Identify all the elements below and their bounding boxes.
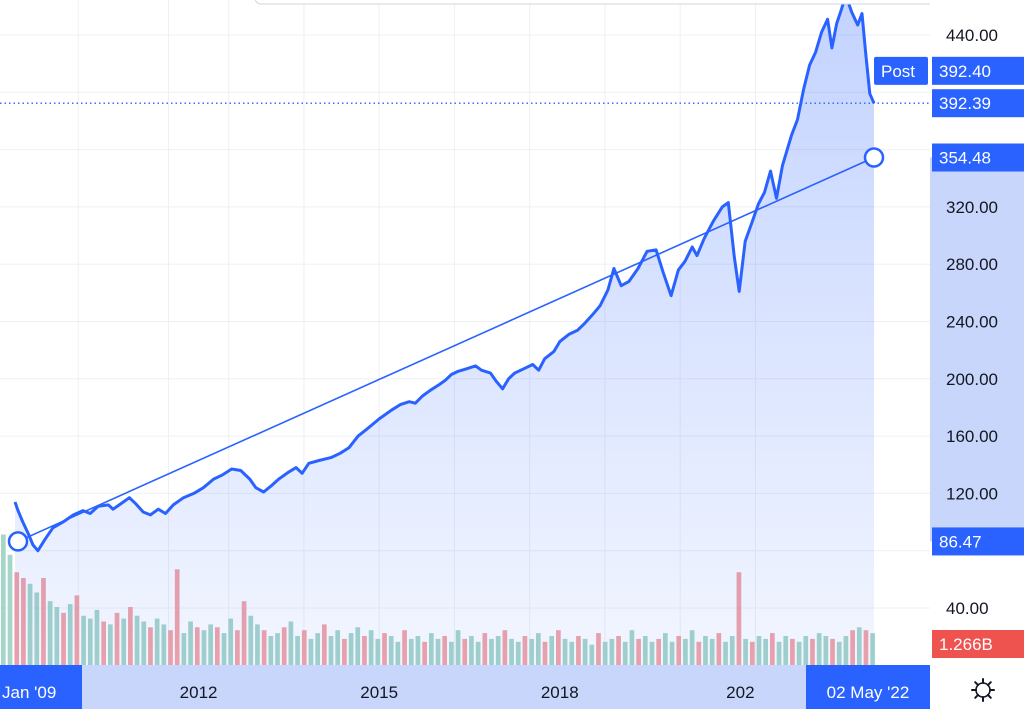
current-price-label: 392.39 bbox=[932, 89, 1024, 118]
trend-start-label: 86.47 bbox=[932, 527, 1024, 556]
price-tick-label: 160.00 bbox=[946, 427, 998, 446]
trend-range-band bbox=[930, 157, 1024, 542]
current-price-badge-background bbox=[932, 89, 1024, 118]
trend-end-label: 354.48 bbox=[932, 143, 1024, 172]
price-tick-label: 120.00 bbox=[946, 484, 998, 503]
post-tag-label: Post bbox=[881, 62, 915, 81]
gear-tooth bbox=[986, 681, 992, 687]
time-tick-2015: 2015 bbox=[360, 683, 398, 702]
price-line bbox=[13, 0, 876, 553]
volume-badge-background bbox=[932, 630, 1024, 658]
price-tick-label: 320.00 bbox=[946, 198, 998, 217]
trend-end-badge-background bbox=[932, 143, 1024, 172]
time-tick-2021-clipped: 202 bbox=[726, 683, 754, 702]
current-price-badge: 392.39 bbox=[939, 94, 991, 113]
volume-label: 1.266B bbox=[932, 630, 1024, 658]
volume-badge: 1.266B bbox=[939, 635, 993, 654]
time-end-badge-background bbox=[806, 665, 930, 709]
time-range-band bbox=[0, 665, 874, 709]
gear-tooth bbox=[974, 681, 980, 687]
price-tick-label: 200.00 bbox=[946, 370, 998, 389]
trend-end-badge: 354.48 bbox=[939, 149, 991, 168]
post-tag-background bbox=[874, 56, 928, 85]
price-tick-label: 40.00 bbox=[946, 599, 989, 618]
gear-tooth bbox=[986, 693, 992, 699]
toolbar-panel bbox=[254, 0, 991, 5]
time-tick-2012: 2012 bbox=[180, 683, 218, 702]
time-scale[interactable]: 2012 2015 2018 202 Jan '09 02 May '22 bbox=[0, 665, 1024, 710]
time-end-badge: 02 May '22 bbox=[827, 683, 910, 702]
price-area-fill bbox=[14, 0, 874, 665]
top-toolbar-edge bbox=[254, 0, 991, 5]
trend-line-end-handle[interactable] bbox=[863, 147, 885, 168]
post-price-badge-background bbox=[932, 56, 1024, 85]
trend-start-badge: 86.47 bbox=[939, 532, 982, 551]
trend-start-badge-background bbox=[932, 527, 1024, 556]
post-market-label: Post 392.40 bbox=[874, 56, 1024, 85]
price-tick-label: 240.00 bbox=[946, 313, 998, 332]
settings-gear-icon[interactable] bbox=[971, 678, 995, 702]
price-tick-label: 280.00 bbox=[946, 255, 998, 274]
price-scale[interactable]: 40.00 120.00 160.00 200.00 240.00 280.00 320.0… bbox=[874, 0, 1024, 665]
time-start-badge-background bbox=[0, 665, 82, 709]
time-tick-2018: 2018 bbox=[541, 683, 579, 702]
price-tick-label: 440.00 bbox=[946, 26, 998, 45]
volume-bar bbox=[1, 534, 6, 665]
trend-line-start-handle[interactable] bbox=[7, 531, 29, 552]
volume-bar bbox=[7, 554, 13, 665]
price-scale-ticks: 40.00 120.00 160.00 200.00 240.00 280.00 320.0… bbox=[946, 26, 998, 618]
post-price-badge: 392.40 bbox=[939, 62, 991, 81]
gear-tooth bbox=[974, 693, 980, 699]
time-start-badge: Jan '09 bbox=[2, 683, 56, 702]
